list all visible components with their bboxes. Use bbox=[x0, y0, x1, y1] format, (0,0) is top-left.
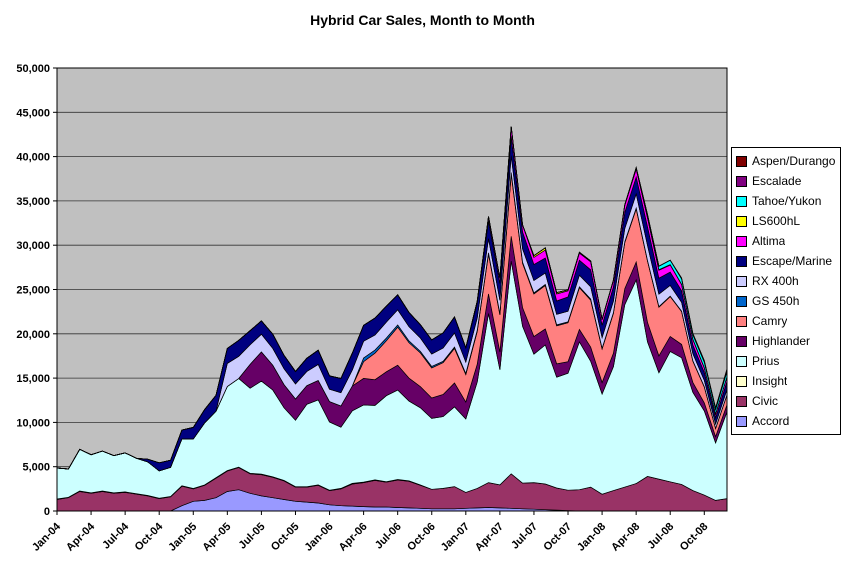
x-tick-label: Apr-07 bbox=[473, 521, 506, 554]
x-tick-label: Jul-04 bbox=[100, 520, 132, 552]
legend-item-label: Accord bbox=[752, 414, 790, 428]
legend-item: Escape/Marine bbox=[736, 251, 839, 271]
legend-item: GS 450h bbox=[736, 291, 839, 311]
legend-item-label: Insight bbox=[752, 374, 788, 388]
x-tick-label: Oct-07 bbox=[541, 521, 574, 554]
x-tick-label: Oct-06 bbox=[405, 521, 438, 554]
y-tick-label: 35,000 bbox=[16, 196, 50, 208]
legend-swatch bbox=[736, 195, 747, 207]
legend-item: Civic bbox=[736, 391, 839, 411]
legend-swatch bbox=[736, 295, 747, 307]
x-tick-label: Jan-05 bbox=[166, 521, 199, 554]
legend-swatch bbox=[736, 275, 747, 287]
x-tick-label: Oct-08 bbox=[678, 521, 711, 554]
x-tick-label: Jan-08 bbox=[575, 521, 608, 554]
legend-swatch bbox=[736, 215, 747, 227]
legend-item-label: Tahoe/Yukon bbox=[752, 194, 822, 208]
legend-item-label: Escape/Marine bbox=[752, 254, 833, 268]
legend-item: Accord bbox=[736, 411, 839, 431]
legend-item: Altima bbox=[736, 231, 839, 251]
legend-item: LS600hL bbox=[736, 211, 839, 231]
legend-swatch bbox=[736, 395, 747, 407]
x-tick-label: Jul-06 bbox=[373, 521, 404, 552]
y-tick-label: 30,000 bbox=[16, 240, 50, 252]
legend-swatch bbox=[736, 355, 747, 367]
y-tick-label: 15,000 bbox=[16, 373, 50, 385]
legend-item: Aspen/Durango bbox=[736, 151, 839, 171]
y-tick-label: 40,000 bbox=[16, 152, 50, 164]
x-tick-label: Oct-04 bbox=[133, 520, 166, 553]
legend-swatch bbox=[736, 255, 747, 267]
legend-swatch bbox=[736, 155, 747, 167]
legend-item-label: Escalade bbox=[752, 174, 802, 188]
x-tick-label: Jul-07 bbox=[509, 521, 540, 552]
x-tick-label: Apr-06 bbox=[337, 521, 370, 554]
legend-swatch bbox=[736, 235, 747, 247]
x-tick-label: Apr-05 bbox=[200, 521, 233, 554]
legend-item: Escalade bbox=[736, 171, 839, 191]
y-tick-label: 5,000 bbox=[22, 462, 50, 474]
x-tick-label: Apr-08 bbox=[609, 521, 642, 554]
legend-item-label: GS 450h bbox=[752, 294, 800, 308]
legend-item-label: Civic bbox=[752, 394, 778, 408]
legend-item-label: Prius bbox=[752, 354, 780, 368]
legend-item: Prius bbox=[736, 351, 839, 371]
y-tick-label: 10,000 bbox=[16, 417, 50, 429]
x-tick-label: Jan-04 bbox=[30, 520, 64, 554]
y-tick-label: 0 bbox=[44, 506, 50, 518]
legend-item-label: Aspen/Durango bbox=[752, 154, 836, 168]
chart-title: Hybrid Car Sales, Month to Month bbox=[310, 12, 535, 28]
y-tick-label: 25,000 bbox=[16, 285, 50, 297]
legend-item: Insight bbox=[736, 371, 839, 391]
legend-item-label: RX 400h bbox=[752, 274, 799, 288]
legend-item: Highlander bbox=[736, 331, 839, 351]
legend-swatch bbox=[736, 175, 747, 187]
legend-item-label: Altima bbox=[752, 234, 786, 248]
x-tick-label: Oct-05 bbox=[269, 521, 302, 554]
y-tick-label: 50,000 bbox=[16, 63, 50, 75]
legend: Aspen/Durango Escalade Tahoe/Yukon LS600hL A… bbox=[731, 147, 841, 435]
legend-item: RX 400h bbox=[736, 271, 839, 291]
legend-swatch bbox=[736, 315, 747, 327]
x-tick-label: Apr-04 bbox=[64, 520, 98, 554]
legend-item-label: LS600hL bbox=[752, 214, 801, 228]
legend-item-label: Highlander bbox=[752, 334, 811, 348]
legend-item: Camry bbox=[736, 311, 839, 331]
legend-swatch bbox=[736, 415, 747, 427]
y-tick-label: 45,000 bbox=[16, 107, 50, 119]
legend-swatch bbox=[736, 375, 747, 387]
y-tick-label: 20,000 bbox=[16, 329, 50, 341]
legend-item-label: Camry bbox=[752, 314, 788, 328]
x-tick-label: Jul-08 bbox=[645, 521, 676, 552]
x-tick-label: Jan-06 bbox=[303, 521, 336, 554]
legend-swatch bbox=[736, 335, 747, 347]
legend-item: Tahoe/Yukon bbox=[736, 191, 839, 211]
x-tick-label: Jul-05 bbox=[237, 521, 268, 552]
x-tick-label: Jan-07 bbox=[439, 521, 472, 554]
